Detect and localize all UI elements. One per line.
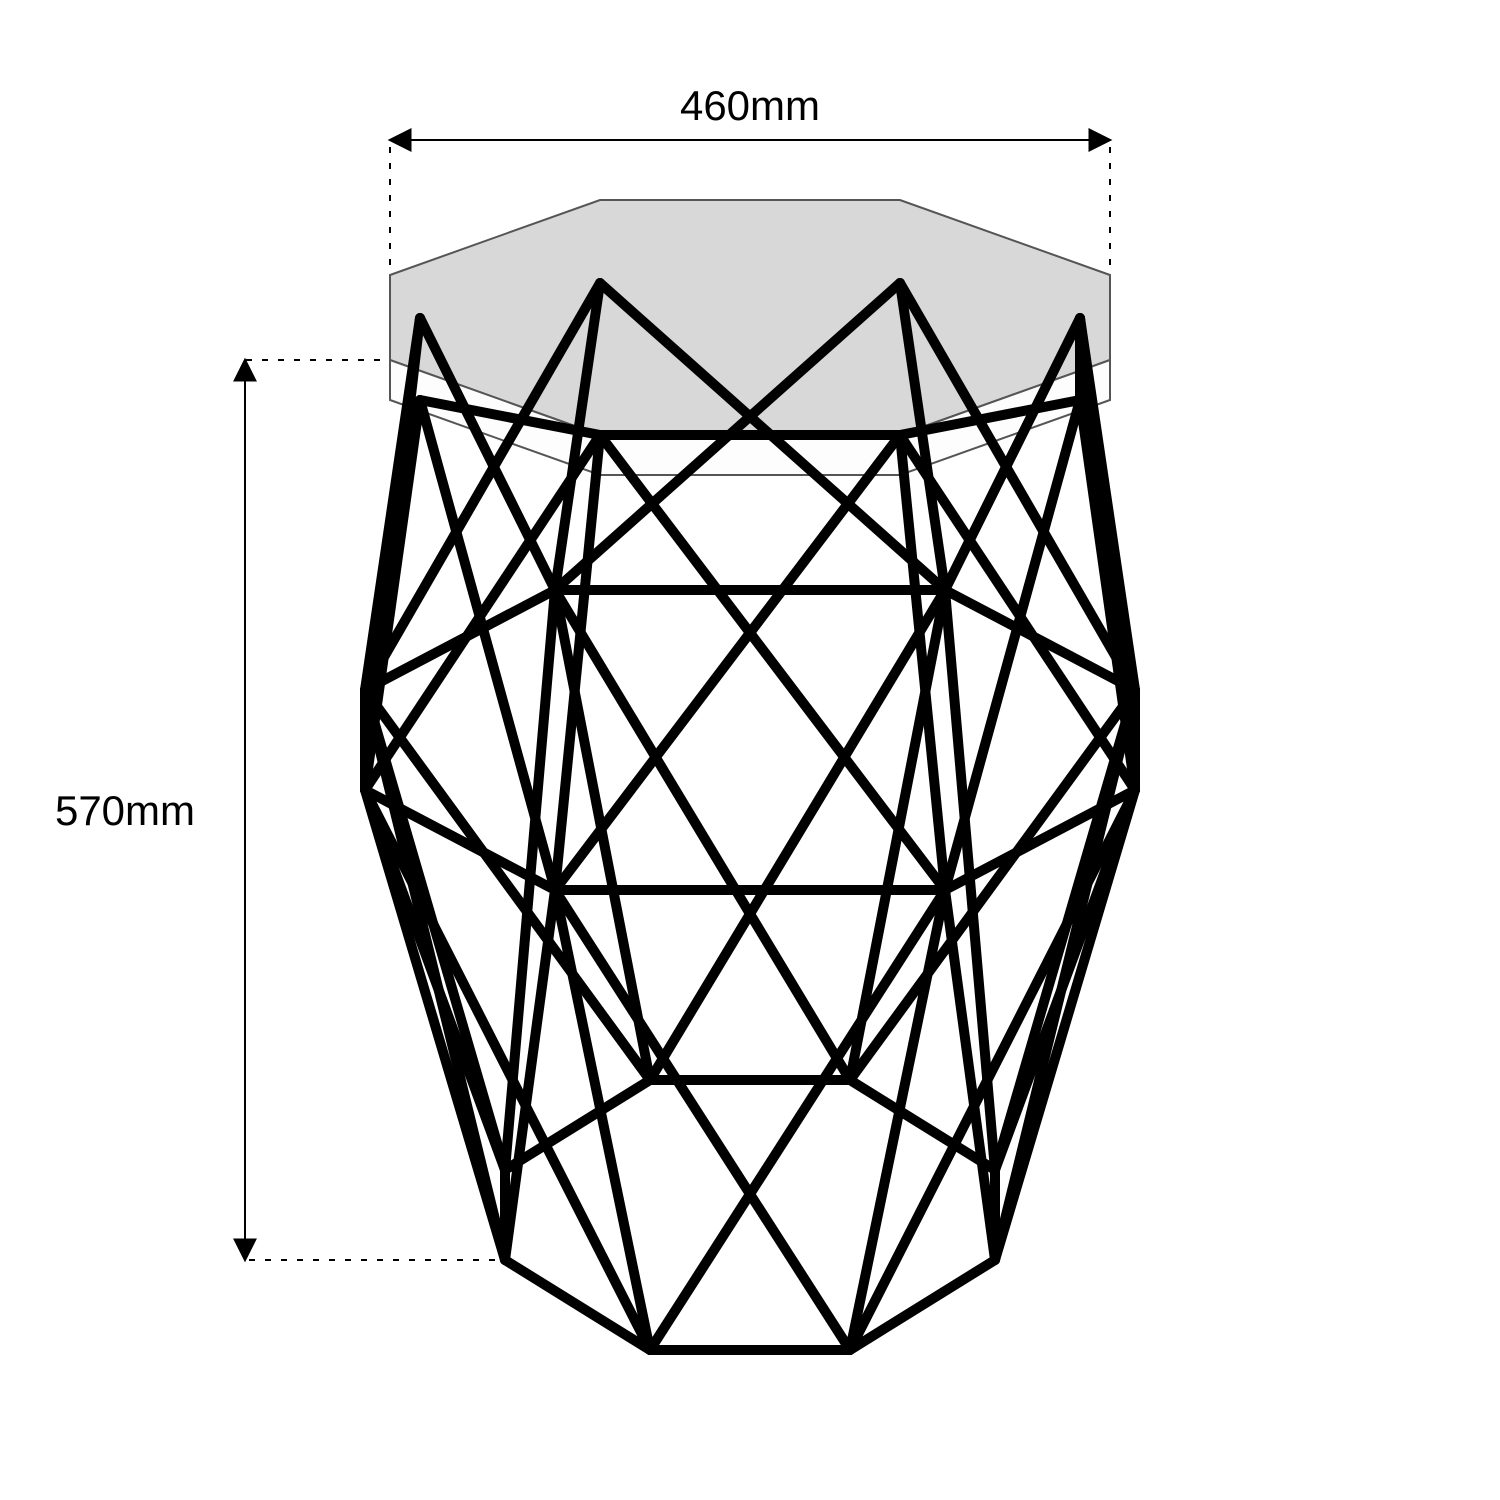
top-side-face xyxy=(600,435,900,475)
height-label: 570mm xyxy=(55,787,195,834)
dimensioned-table-diagram: 460mm 570mm xyxy=(0,0,1500,1500)
width-label: 460mm xyxy=(680,82,820,129)
dimension-height: 570mm xyxy=(55,360,495,1260)
wire-segment xyxy=(995,690,1135,1260)
wire-segment xyxy=(365,690,505,1260)
